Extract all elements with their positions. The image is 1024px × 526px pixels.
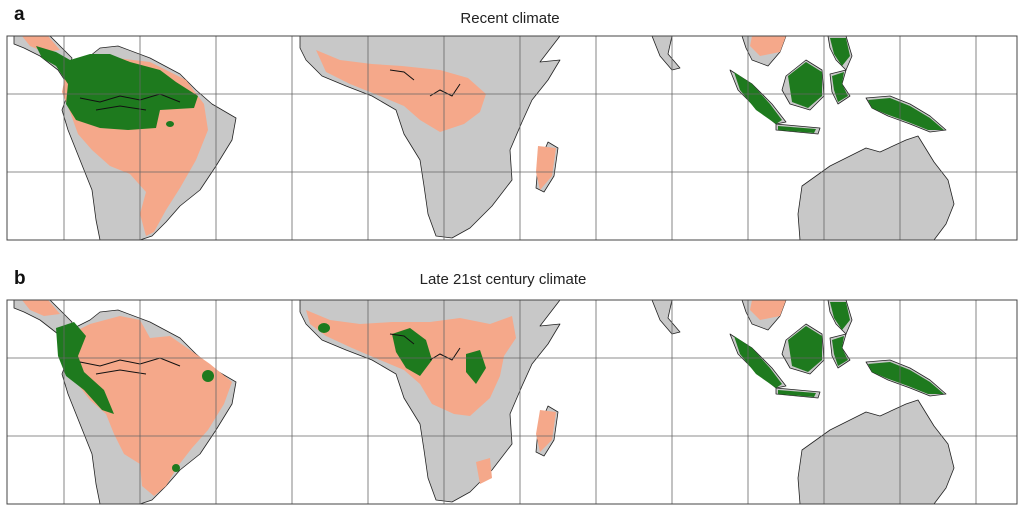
map-panel-b bbox=[6, 299, 1018, 505]
panel-b-letter: b bbox=[14, 268, 26, 289]
panel-a-title: Recent climate bbox=[460, 10, 560, 27]
panel-b-title: Late 21st century climate bbox=[419, 271, 587, 288]
map-panel-a bbox=[6, 35, 1018, 241]
panel-a-letter: a bbox=[14, 4, 25, 25]
